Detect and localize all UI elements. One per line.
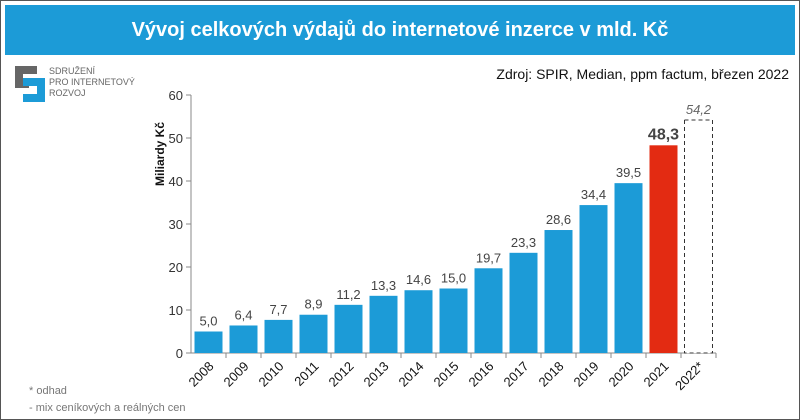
x-tick-label: 2017	[501, 359, 532, 390]
y-tick-label: 30	[169, 217, 183, 232]
chart-title: Vývoj celkových výdajů do internetové in…	[5, 5, 795, 55]
x-tick-label: 2010	[256, 359, 287, 390]
data-label: 5,0	[199, 314, 217, 329]
data-label: 15,0	[441, 271, 466, 286]
data-label: 8,9	[304, 297, 322, 312]
x-tick-label: 2013	[361, 359, 392, 390]
x-tick-label: 2014	[396, 359, 427, 390]
x-tick-label: 2012	[326, 359, 357, 390]
bar	[264, 319, 293, 353]
logo-line: ROZVOJ	[49, 88, 86, 98]
logo-line: PRO INTERNETOVÝ	[49, 77, 135, 87]
y-tick-label: 0	[176, 346, 183, 361]
data-label: 19,7	[476, 250, 501, 265]
data-label: 11,2	[336, 287, 360, 302]
x-tick-label: 2016	[466, 359, 497, 390]
bar	[404, 290, 433, 353]
y-tick-label: 10	[169, 303, 183, 318]
data-label: 23,3	[511, 235, 536, 250]
x-tick-label: 2011	[291, 359, 321, 389]
bar	[334, 304, 363, 353]
logo-text: SDRUŽENÍ PRO INTERNETOVÝ ROZVOJ	[49, 66, 135, 99]
x-tick-label: 2022*	[672, 359, 707, 394]
data-label: 54,2	[686, 102, 712, 117]
bar	[474, 268, 503, 353]
y-tick-label: 40	[169, 174, 183, 189]
spir-logo	[15, 66, 45, 102]
y-axis-label: Miliardy Kč	[153, 122, 167, 186]
footnotes: * odhad - mix ceníkových a reálných cen	[29, 383, 186, 417]
bar	[194, 331, 223, 353]
bar	[684, 119, 713, 354]
data-label: 48,3	[648, 126, 679, 143]
data-label: 28,6	[546, 212, 571, 227]
data-label: 14,6	[406, 272, 431, 287]
y-tick-label: 50	[169, 131, 183, 146]
x-tick-label: 2009	[221, 359, 252, 390]
bar	[614, 183, 643, 353]
data-label: 13,3	[371, 278, 396, 293]
bar	[299, 314, 328, 353]
bar	[369, 295, 398, 353]
bar	[544, 230, 573, 353]
data-label: 34,4	[581, 187, 606, 202]
logo-line: SDRUŽENÍ	[49, 66, 96, 76]
x-tick-label: 2008	[186, 359, 217, 390]
x-tick-label: 2020	[606, 359, 637, 390]
bar	[509, 252, 538, 353]
note-prices: - mix ceníkových a reálných cen	[29, 402, 186, 414]
bar	[439, 288, 468, 353]
bar	[579, 205, 608, 353]
x-tick-label: 2015	[431, 359, 462, 390]
source-note: Zdroj: SPIR, Median, ppm factum, březen …	[496, 66, 789, 82]
data-label: 6,4	[234, 307, 252, 322]
x-tick-label: 2021	[641, 359, 672, 390]
note-estimate: * odhad	[29, 385, 67, 397]
bar	[649, 145, 678, 353]
y-tick-label: 20	[169, 260, 183, 275]
y-tick-label: 60	[169, 88, 183, 103]
x-tick-label: 2018	[536, 359, 567, 390]
data-label: 7,7	[269, 302, 287, 317]
data-label: 39,5	[616, 165, 641, 180]
bar	[229, 325, 258, 353]
x-tick-label: 2019	[571, 359, 602, 390]
